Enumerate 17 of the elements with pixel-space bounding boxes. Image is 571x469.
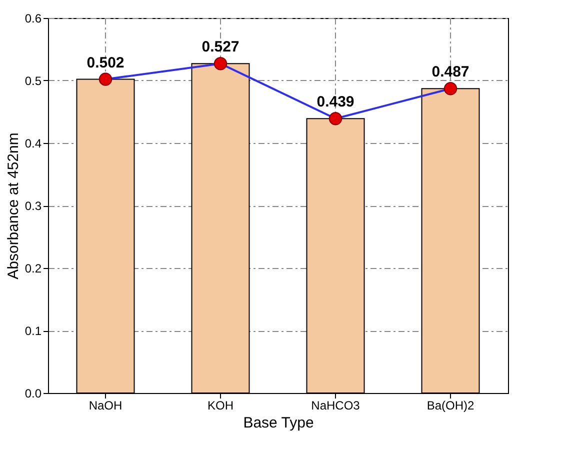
x-tick-label: NaOH [88, 398, 122, 412]
x-tick-label: NaHCO3 [311, 398, 360, 412]
data-label: 0.487 [432, 64, 470, 81]
y-tick-label: 0.0 [24, 386, 42, 400]
x-axis-title: Base Type [243, 414, 314, 432]
y-tick-label: 0.1 [24, 324, 42, 338]
data-label: 0.527 [202, 38, 240, 56]
x-tick-label: Ba(OH)2 [426, 398, 474, 412]
x-tick-label: KOH [207, 398, 234, 412]
y-tick-label: 0.3 [24, 199, 42, 213]
y-tick-label: 0.2 [24, 262, 42, 276]
data-label: 0.439 [316, 94, 354, 111]
y-tick-label: 0.4 [24, 136, 42, 150]
y-tick-label: 0.6 [24, 12, 42, 26]
y-axis-title: Absorbance at 452nm [4, 132, 22, 280]
data-label: 0.502 [86, 54, 124, 72]
y-tick-label: 0.5 [24, 74, 42, 88]
